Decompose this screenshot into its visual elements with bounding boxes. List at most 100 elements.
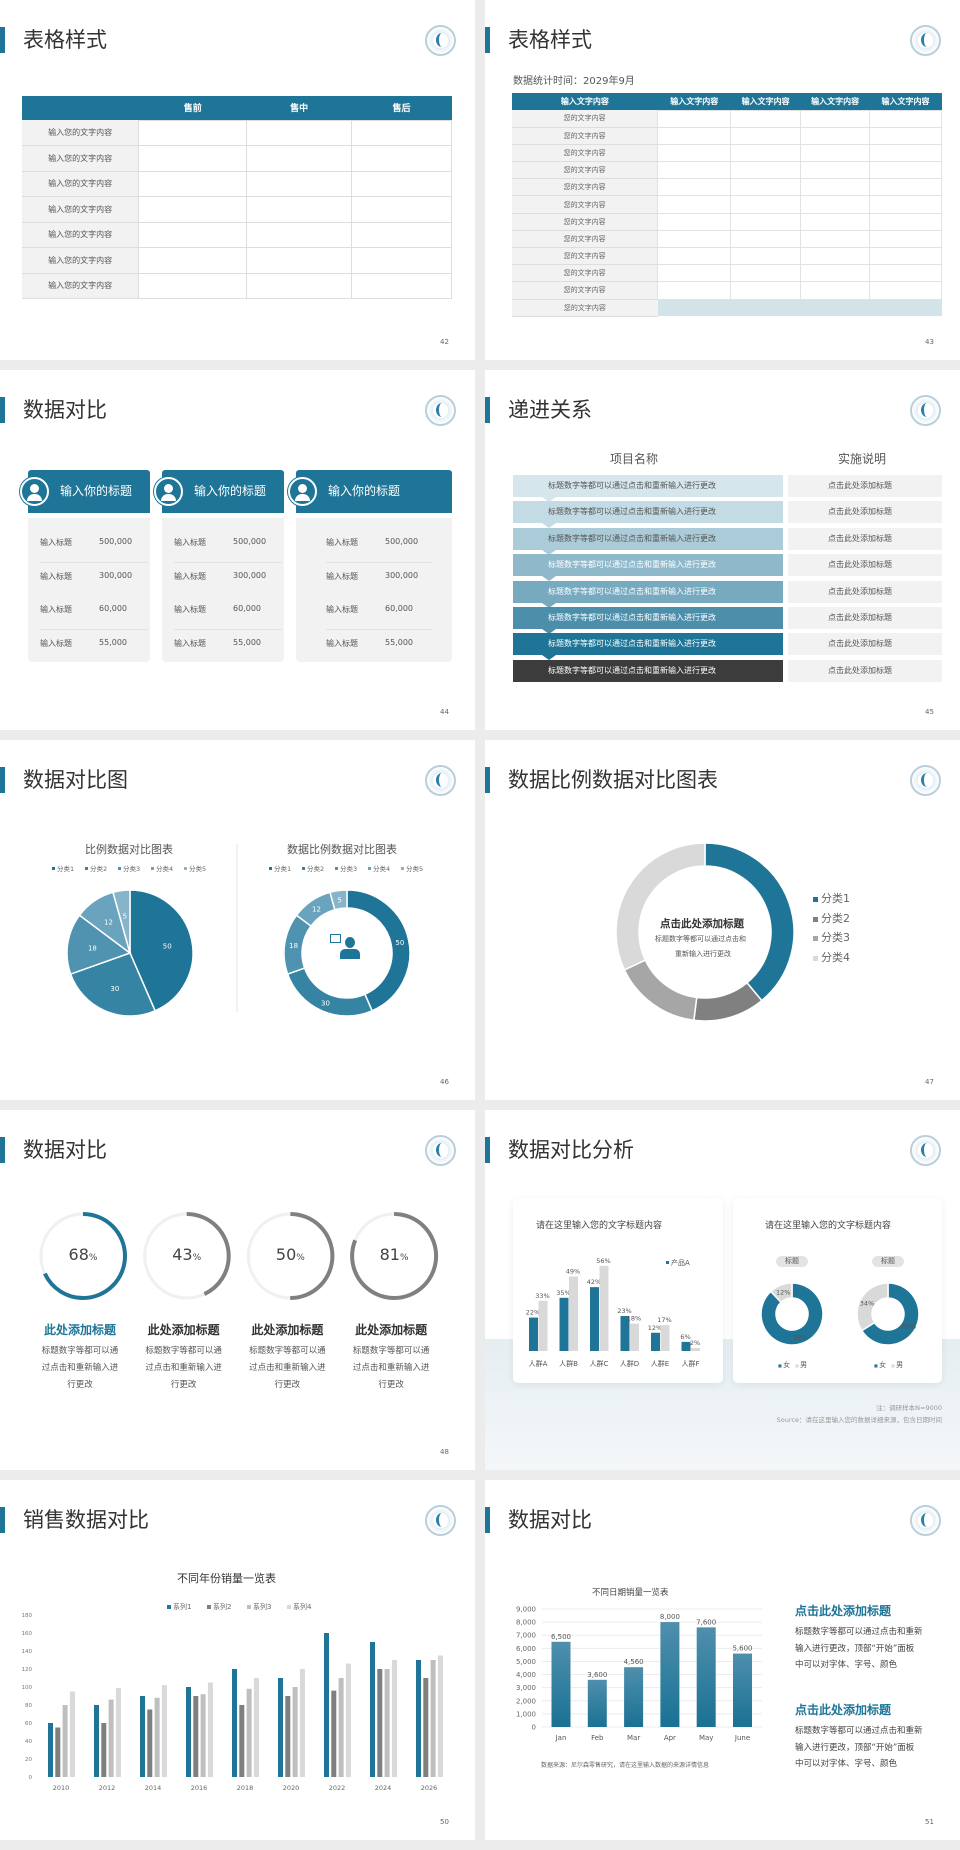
table-cell[interactable] [138,221,248,248]
bar-label: 4,560 [624,1658,644,1666]
step-note[interactable]: 点击此处添加标题 [788,554,942,577]
table-cell[interactable] [351,170,452,197]
table-cell[interactable] [800,195,871,214]
table-cell[interactable] [657,161,732,180]
table-cell[interactable] [351,247,452,274]
table-cell[interactable] [800,161,871,180]
table-cell[interactable] [730,178,802,197]
table-cell[interactable] [657,264,732,283]
table-cell[interactable] [246,119,353,146]
table-cell[interactable] [246,247,353,274]
table-cell[interactable] [246,170,353,197]
table-cell[interactable] [730,161,802,180]
step-bar[interactable]: 标题数字等都可以通过点击和重新输入进行更改 [513,633,783,656]
table-cell[interactable] [869,143,942,163]
table-cell[interactable] [800,143,871,163]
table-summary-cell[interactable] [657,299,942,317]
step-note[interactable]: 点击此处添加标题 [788,501,942,524]
table-cell[interactable] [800,126,871,145]
table-cell[interactable] [730,246,802,266]
table-cell[interactable] [657,229,732,249]
table-cell[interactable] [869,246,942,266]
step-bar[interactable]: 标题数字等都可以通过点击和重新输入进行更改 [513,659,783,682]
table-cell[interactable] [869,178,942,197]
slide-44[interactable]: 数据对比 44 输入你的标题 输入标题 500,000 输入标题 300,000 输入标题 60… [0,370,475,730]
table-cell[interactable] [138,119,248,146]
step-note[interactable]: 点击此处添加标题 [788,659,942,682]
step-bar[interactable]: 标题数字等都可以通过点击和重新输入进行更改 [513,607,783,629]
step-note[interactable]: 点击此处添加标题 [788,633,942,656]
table-cell[interactable] [730,109,802,128]
slide-46[interactable]: 数据对比图 46 50 30 18 12 5 50 30 18 12 5 比例数据对比图表 分类1 分类2 分… [0,740,475,1100]
table-cell[interactable] [657,195,732,214]
table-cell[interactable] [246,221,353,248]
table-cell[interactable] [800,229,871,249]
table-cell[interactable] [351,272,452,299]
slide-47[interactable]: 数据比例数据对比图表 47 点击此处添加标题 标题数字等都可以通过点击和 重新输入进行更… [485,740,960,1100]
table-cell[interactable] [800,212,871,231]
table-cell[interactable] [138,272,248,299]
table-cell[interactable] [138,196,248,223]
table-cell[interactable] [351,221,452,248]
table-cell[interactable] [730,195,802,214]
table-cell[interactable] [351,119,452,146]
data-table: 售前 售中 售后 输入您的文字内容 输入您的文字内容 输入您的文字内容 输入您的文字内容 输入… [22,96,452,299]
table-cell[interactable] [138,170,248,197]
table-cell[interactable] [246,196,353,223]
table-cell[interactable] [730,143,802,163]
y-tick-label: 0 [29,1775,33,1781]
table-cell[interactable] [657,178,732,197]
step-note[interactable]: 点击此处添加标题 [788,580,942,603]
step-note[interactable]: 点击此处添加标题 [788,607,942,629]
table-cell[interactable] [800,281,871,300]
step-bar[interactable]: 标题数字等都可以通过点击和重新输入进行更改 [513,475,783,497]
table-cell[interactable] [800,264,871,283]
step-bar[interactable]: 标题数字等都可以通过点击和重新输入进行更改 [513,554,783,577]
table-cell[interactable] [800,178,871,197]
table-cell[interactable] [657,281,732,300]
slide-45[interactable]: 递进关系 45 项目名称 实施说明 标题数字等都可以通过点击和重新输入进行更改 点击此处添… [485,370,960,730]
table-cell[interactable] [730,264,802,283]
table-cell[interactable] [657,126,732,145]
table-cell[interactable] [869,161,942,180]
step-bar[interactable]: 标题数字等都可以通过点击和重新输入进行更改 [513,501,783,524]
table-cell[interactable] [869,229,942,249]
table-cell[interactable] [800,246,871,266]
slide-43[interactable]: 表格样式 43 数据统计时间：2029年9月 输入文字内容 输入文字内容 输入文字内容 输入… [485,0,960,360]
gauge-value: 68% [53,1245,113,1264]
x-tick-label: 2020 [283,1784,300,1792]
step-bar[interactable]: 标题数字等都可以通过点击和重新输入进行更改 [513,580,783,603]
step-bar[interactable]: 标题数字等都可以通过点击和重新输入进行更改 [513,527,783,550]
table-row: 您的文字内容 [512,299,942,317]
table-cell[interactable] [657,246,732,266]
table-cell[interactable] [657,212,732,231]
step-note[interactable]: 点击此处添加标题 [788,475,942,497]
slide-48[interactable]: 数据对比 48 68% 此处添加标题 标题数字等都可以通 过点击和重新输入进 行更改 43% 此… [0,1110,475,1470]
table-cell[interactable] [138,247,248,274]
table-cell[interactable] [351,196,452,223]
table-cell[interactable] [351,145,452,172]
slide-42[interactable]: 表格样式 42 售前 售中 售后 输入您的文字内容 输入您的文字内容 输入您的文字内容 输入您的… [0,0,475,360]
table-cell[interactable] [869,281,942,300]
table-cell[interactable] [138,145,248,172]
table-cell[interactable] [869,195,942,214]
table-cell[interactable] [730,126,802,145]
table-cell[interactable] [869,126,942,145]
table-cell[interactable] [730,212,802,231]
donut-legend: ■ 女 ■ 男 [874,1360,908,1370]
table-cell[interactable] [246,145,353,172]
table-cell[interactable] [869,212,942,231]
table-cell[interactable] [730,281,802,300]
table-cell[interactable] [800,109,871,128]
slide-49[interactable]: 数据对比分析49请在这里输入您的文字标题内容请在这里输入您的文字标题内容22%3… [485,1110,960,1470]
row-label: 您的文字内容 [512,247,658,266]
step-note[interactable]: 点击此处添加标题 [788,527,942,550]
table-cell[interactable] [246,272,353,299]
table-cell[interactable] [869,109,942,128]
slide-50[interactable]: 销售数据对比 50 不同年份销量一览表 系列1 系列2 系列3 系列4 0 20 40 60 80 10… [0,1480,475,1840]
table-cell[interactable] [869,264,942,283]
table-cell[interactable] [657,143,732,163]
table-cell[interactable] [730,229,802,249]
slide-51[interactable]: 数据对比 51 不同日期销量一览表 0 1,000 2,000 3,000 4,000 5,00… [485,1480,960,1840]
table-cell[interactable] [657,109,732,128]
